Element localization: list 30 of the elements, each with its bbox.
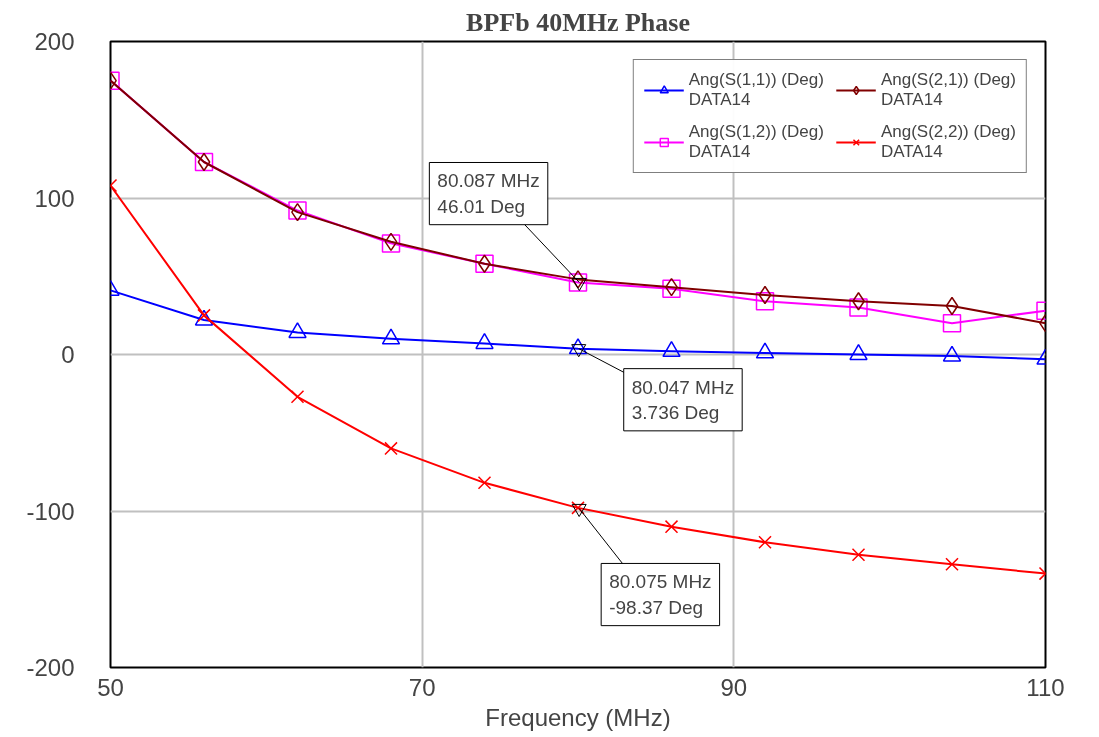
annotation: 80.087 MHz 46.01 Deg: [437, 170, 540, 217]
point: [384, 441, 398, 456]
y-tick-label: 200: [34, 28, 75, 55]
x-tick-label: 50: [97, 673, 124, 701]
point: [942, 313, 962, 333]
y-tick-label: -100: [26, 497, 75, 525]
point: [477, 476, 492, 490]
x-tick-label: 90: [720, 673, 748, 701]
y-tick-label: 0: [61, 341, 75, 368]
y-tick-label: -200: [26, 654, 75, 681]
point: [849, 298, 868, 317]
point: [758, 535, 772, 550]
legend-label: Ang(S(2,1)) (Deg) DATA14: [880, 70, 1016, 110]
legend-label: Ang(S(1,1)) (Deg) DATA14: [688, 70, 824, 110]
y-tick-label: 100: [34, 184, 75, 212]
legend-label: Ang(S(1,2)) (Deg) DATA14: [688, 122, 824, 162]
point: [945, 296, 959, 316]
point: [945, 557, 959, 571]
point: [290, 389, 305, 404]
x-axis-title: Frequency (MHz): [485, 703, 671, 731]
point: [851, 548, 866, 562]
chart-title: BPFb 40MHz Phase: [466, 7, 690, 37]
annotation: 80.075 MHz -98.37 Deg: [609, 571, 712, 618]
x-tick-label: 70: [408, 673, 436, 701]
point: [755, 292, 775, 311]
legend-label: Ang(S(2,2)) (Deg) DATA14: [880, 122, 1016, 162]
x-tick-label: 110: [1026, 673, 1065, 701]
point: [758, 285, 772, 305]
point: [664, 519, 679, 534]
annotation: 80.047 MHz 3.736 Deg: [631, 376, 735, 423]
